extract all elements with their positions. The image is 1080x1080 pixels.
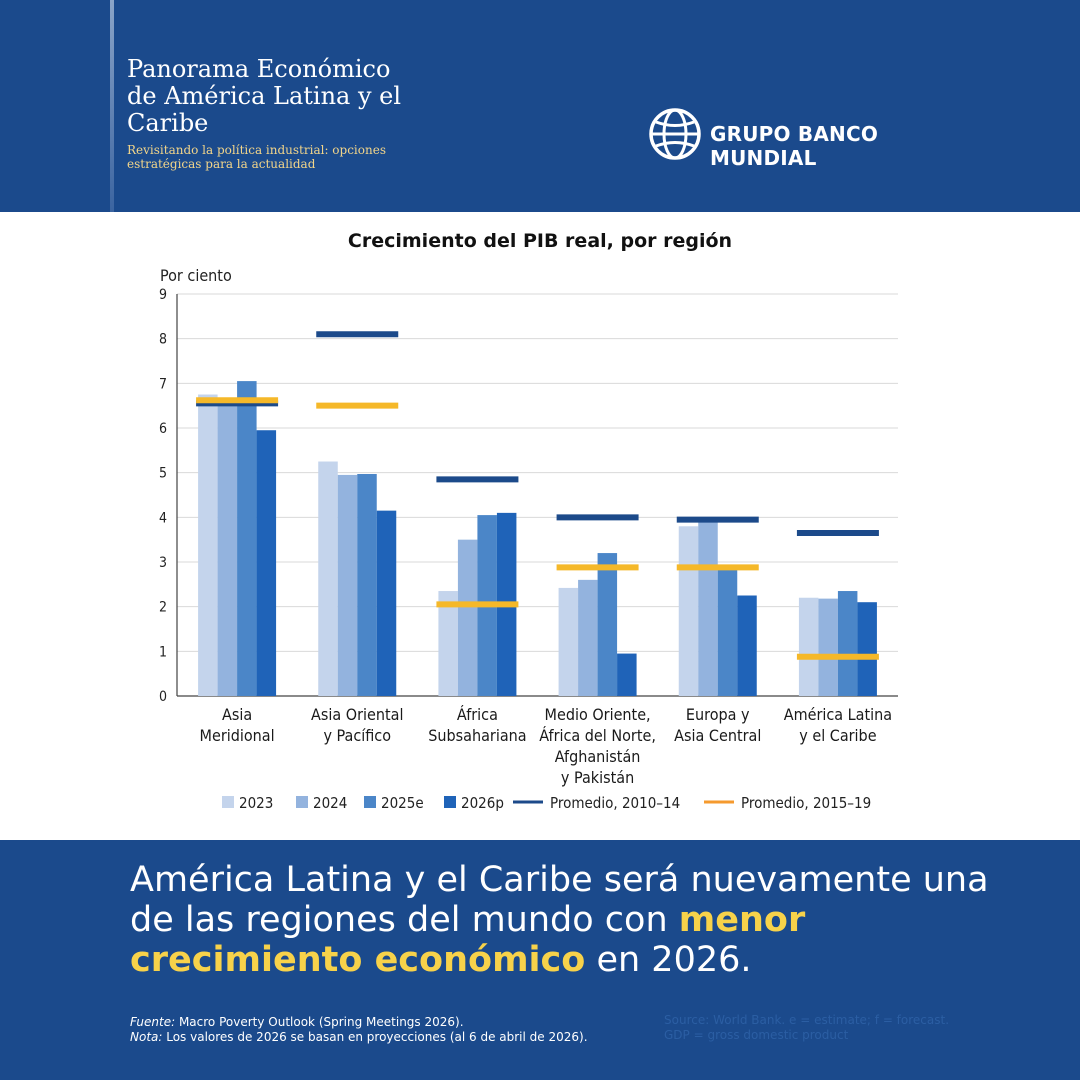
source-label: Fuente: — [130, 1015, 176, 1029]
bar-2025e — [597, 553, 618, 696]
legend-label-average-2: Promedio, 2015–19 — [741, 794, 871, 812]
x-tick-label: Medio Oriente, — [545, 705, 651, 724]
report-subtitle: Revisitando la política industrial: opci… — [127, 143, 386, 171]
note-text: Los valores de 2026 se basan en proyecci… — [162, 1030, 588, 1044]
bar-2023 — [678, 526, 699, 696]
legend-label-2023: 2023 — [239, 794, 273, 812]
x-tick-label: Asia — [222, 705, 252, 724]
y-tick-label: 0 — [159, 689, 167, 705]
bar-2025e — [837, 591, 858, 696]
headline-highlight: menor crecimiento económico — [130, 900, 806, 980]
x-tick-label: Meridional — [200, 726, 275, 745]
bar-2023 — [558, 587, 579, 696]
legend-label-2024: 2024 — [313, 794, 347, 812]
report-header: Panorama Económico de América Latina y e… — [0, 0, 1080, 212]
legend-swatch-2026p — [444, 796, 456, 808]
note-label: Nota: — [130, 1030, 163, 1044]
x-tick-label: Europa y — [686, 705, 750, 724]
source-notes: Fuente: Macro Poverty Outlook (Spring Me… — [130, 1015, 670, 1045]
x-tick-label: y Pakistán — [561, 768, 634, 787]
world-bank-logo[interactable]: GRUPO BANCO MUNDIAL — [648, 107, 988, 170]
header-divider — [110, 0, 114, 212]
legend-swatch-2023 — [222, 796, 234, 808]
bar-2024 — [698, 521, 718, 696]
y-axis-label: Por ciento — [160, 266, 232, 285]
y-tick-label: 2 — [159, 600, 167, 616]
note-line: Nota: Los valores de 2026 se basan en pr… — [130, 1030, 670, 1045]
y-tick-label: 6 — [159, 421, 167, 437]
legend-swatch-2024 — [296, 796, 308, 808]
legend-label-2025e: 2025e — [381, 794, 424, 812]
faint-line-1: Source: World Bank. e = estimate; f = fo… — [664, 1013, 950, 1027]
y-tick-label: 4 — [159, 510, 167, 526]
bar-2025e — [357, 474, 377, 696]
report-title: Panorama Económico de América Latina y e… — [127, 55, 402, 137]
bar-2024 — [337, 474, 358, 696]
legend-swatch-2025e — [364, 796, 376, 808]
bar-2024 — [578, 579, 598, 696]
x-tick-label: y el Caribe — [799, 726, 876, 745]
bar-2025e — [717, 567, 738, 696]
bar-2024 — [217, 401, 238, 696]
x-tick-label: y Pacífico — [323, 726, 391, 745]
x-tick-label: América Latina — [784, 705, 892, 724]
logo-text: GRUPO BANCO MUNDIAL — [710, 122, 879, 170]
y-tick-label: 9 — [159, 287, 167, 303]
bar-2026p — [376, 510, 397, 696]
chart-title: Crecimiento del PIB real, por región — [347, 230, 733, 252]
globe-icon — [649, 108, 701, 160]
faint-source-note: Source: World Bank. e = estimate; f = fo… — [664, 1013, 994, 1043]
bar-2023 — [798, 597, 819, 696]
bar-2024 — [457, 539, 478, 696]
bar-2026p — [737, 595, 757, 696]
gdp-growth-chart: 0 1 2 3 4 5 6 7 8 9 Por ciento Asia Meridional Asia O… — [159, 266, 898, 812]
y-tick-label: 7 — [159, 376, 167, 392]
x-tick-label: Afghanistán — [555, 747, 641, 766]
bar-2026p — [256, 430, 277, 696]
y-tick-label: 1 — [159, 644, 167, 660]
x-tick-label: África del Norte, — [539, 726, 656, 745]
bar-2026p — [617, 653, 637, 696]
headline-text-2: en 2026. — [585, 940, 752, 980]
bar-2025e — [237, 381, 257, 696]
legend-label-average-1: Promedio, 2010–14 — [550, 794, 680, 812]
x-tick-label: África — [457, 705, 498, 724]
bar-2023 — [438, 591, 458, 696]
legend-label-2026p: 2026p — [461, 794, 504, 812]
source-line: Fuente: Macro Poverty Outlook (Spring Me… — [130, 1015, 670, 1030]
bar-2026p — [857, 602, 877, 696]
headline-text-1: América Latina y el Caribe será nuevamen… — [130, 860, 989, 940]
bar-2024 — [818, 598, 838, 696]
faint-line-2: GDP = gross domestic product — [664, 1028, 849, 1042]
y-tick-label: 8 — [159, 332, 167, 348]
x-tick-label: Asia Central — [674, 726, 761, 745]
bar-2023 — [198, 394, 218, 696]
bar-2023 — [318, 461, 338, 696]
headline: América Latina y el Caribe será nuevamen… — [130, 860, 990, 980]
x-tick-label: Subsahariana — [428, 726, 526, 745]
y-tick-label: 5 — [159, 466, 167, 482]
x-tick-label: Asia Oriental — [311, 705, 403, 724]
source-text: Macro Poverty Outlook (Spring Meetings 2… — [175, 1015, 464, 1029]
y-tick-label: 3 — [159, 555, 167, 571]
chart-panel: Crecimiento del PIB real, por región 0 1 2… — [0, 212, 1080, 840]
